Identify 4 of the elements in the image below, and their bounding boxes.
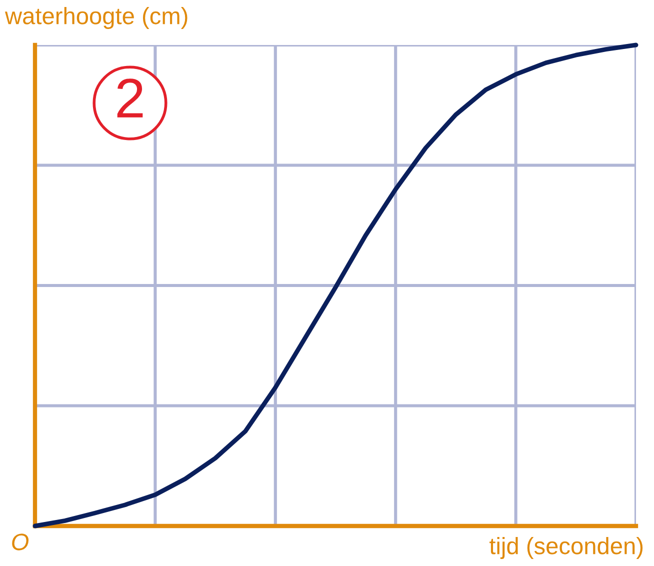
y-axis-title: waterhoogte (cm): [4, 6, 188, 30]
x-axis-title: tijd (seconden): [490, 536, 643, 560]
text: O: [12, 534, 29, 550]
annotation: 2: [117, 78, 143, 118]
